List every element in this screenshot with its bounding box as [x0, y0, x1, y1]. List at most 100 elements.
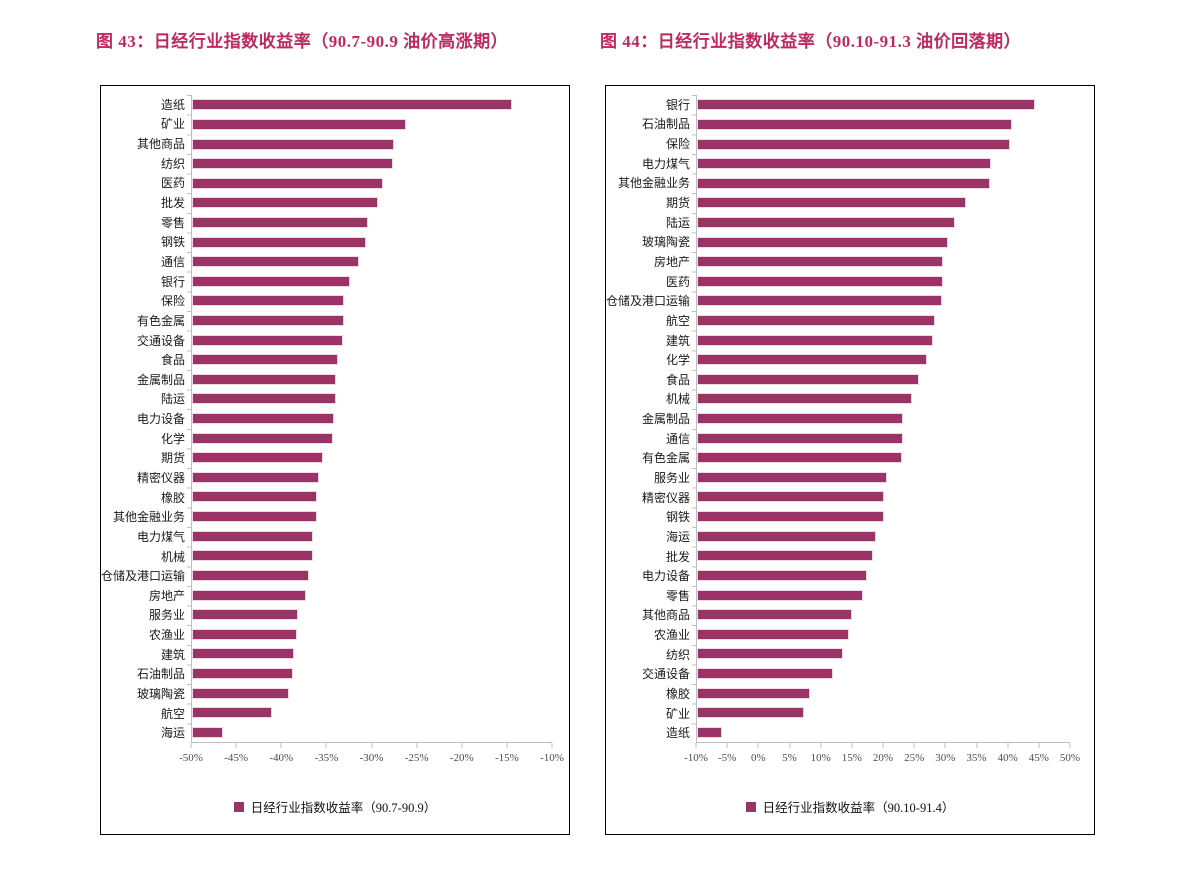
bar — [192, 452, 323, 464]
x-axis-tick-label: 30% — [935, 752, 956, 764]
x-axis-tick — [726, 743, 728, 748]
category-label: 期货 — [160, 451, 185, 466]
bar-row — [697, 115, 1070, 135]
x-axis-tick-label: 15% — [841, 752, 862, 764]
bar-row — [697, 193, 1070, 213]
legend-label: 日经行业指数收益率（90.10-91.4） — [762, 801, 955, 815]
bar-row — [192, 644, 552, 664]
category-label: 海运 — [665, 529, 690, 544]
bar — [697, 432, 904, 444]
x-axis-tick-label: 5% — [782, 752, 797, 764]
bar-row — [697, 703, 1070, 723]
category-label: 零售 — [665, 588, 690, 603]
legend-swatch — [745, 801, 756, 812]
category-label: 电力设备 — [641, 569, 690, 584]
x-axis-tick-label: 0% — [750, 752, 766, 764]
category-label: 航空 — [160, 706, 185, 721]
bar — [192, 471, 319, 483]
bar — [192, 609, 299, 621]
bar-row — [697, 664, 1070, 684]
bar-row — [192, 193, 552, 213]
x-axis-tick-label: 10% — [810, 752, 831, 764]
category-label: 矿业 — [665, 706, 690, 721]
category-label: 零售 — [160, 215, 185, 230]
bar — [192, 413, 335, 425]
x-axis-tick-label: -30% — [359, 752, 384, 764]
bar-row — [697, 428, 1070, 448]
bar — [192, 569, 309, 581]
bar — [192, 707, 273, 719]
bar — [697, 138, 1011, 150]
x-axis-tick — [913, 743, 915, 748]
category-label: 电力设备 — [136, 412, 185, 427]
category-label: 玻璃陶瓷 — [136, 687, 185, 702]
bar-row — [192, 154, 552, 174]
category-label: 矿业 — [160, 117, 185, 132]
x-axis-tick — [820, 743, 822, 748]
figure-43-title: 图 43：日经行业指数收益率（90.7-90.9 油价高涨期） — [96, 32, 509, 51]
bar — [697, 648, 844, 660]
x-axis-tick-label: -35% — [314, 752, 339, 764]
bar — [697, 197, 967, 209]
bar — [192, 216, 368, 228]
category-label: 陆运 — [160, 392, 185, 407]
bar — [192, 236, 366, 248]
figure-44-title: 图 44：日经行业指数收益率（90.10-91.3 油价回落期） — [600, 32, 1022, 51]
bar — [697, 216, 955, 228]
bar — [192, 354, 338, 366]
bar — [697, 569, 867, 581]
bar — [192, 99, 512, 111]
bar-row — [697, 95, 1070, 115]
bar-row — [192, 213, 552, 233]
legend: 日经行业指数收益率（90.10-91.4） — [606, 779, 1094, 834]
bar-row — [697, 389, 1070, 409]
bar-row — [192, 605, 552, 625]
x-axis-tick — [1007, 743, 1009, 748]
bar-row — [697, 526, 1070, 546]
bar-row — [192, 448, 552, 468]
category-label: 航空 — [665, 313, 690, 328]
category-axis-labels: 造纸 矿业 其他商品 纺织 医药 批发 零售 钢铁 通信 银行 保险 有色金属 交通设备 食品 金属制品 陆运… — [101, 95, 191, 743]
category-label: 金属制品 — [641, 412, 690, 427]
bar — [192, 628, 298, 640]
bar-row — [192, 507, 552, 527]
bar-row — [192, 664, 552, 684]
x-axis-tick-label: -5% — [717, 752, 737, 764]
bar — [192, 177, 383, 189]
bar — [192, 687, 290, 699]
bar-row — [192, 409, 552, 429]
x-axis-tick-label: 50% — [1059, 752, 1081, 764]
x-axis-tick-label: 25% — [904, 752, 925, 764]
x-axis-tick-label: 40% — [997, 752, 1018, 764]
bar-row — [697, 213, 1070, 233]
x-axis-tick-label: -10% — [540, 752, 564, 764]
bar-row — [192, 723, 552, 743]
category-label: 有色金属 — [136, 313, 185, 328]
bar-row — [192, 703, 552, 723]
bar — [192, 511, 318, 523]
plot-area — [692, 95, 1070, 743]
x-axis-tick — [551, 743, 553, 748]
bar — [192, 667, 293, 679]
bar — [192, 589, 307, 601]
category-label: 通信 — [160, 254, 185, 269]
x-axis-tick-label: -25% — [404, 752, 429, 764]
category-label: 陆运 — [665, 215, 690, 230]
bar-row — [697, 624, 1070, 644]
category-label: 农渔业 — [148, 628, 185, 643]
bar-row — [697, 173, 1070, 193]
category-label: 海运 — [160, 726, 185, 741]
bar-row — [192, 232, 552, 252]
bar — [697, 315, 936, 326]
bar-row — [192, 330, 552, 350]
category-label: 房地产 — [653, 254, 690, 269]
x-axis-tick-label: -20% — [449, 752, 474, 764]
category-label: 橡胶 — [160, 490, 185, 505]
bar-row — [697, 271, 1070, 291]
category-label: 电力煤气 — [641, 156, 690, 171]
bar-row — [697, 683, 1070, 703]
category-label: 服务业 — [653, 470, 690, 485]
category-label: 服务业 — [148, 608, 185, 623]
bar-row — [192, 271, 552, 291]
category-label: 电力煤气 — [136, 529, 185, 544]
